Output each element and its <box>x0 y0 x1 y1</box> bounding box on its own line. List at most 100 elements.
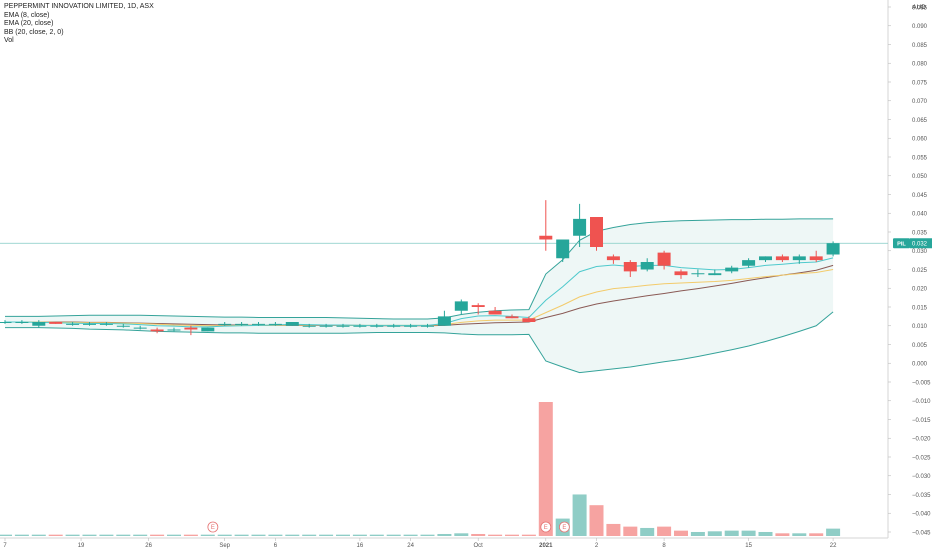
volume-bar <box>403 534 418 536</box>
volume-bar <box>724 530 739 536</box>
candle-body <box>150 329 164 332</box>
candle-body <box>775 256 789 261</box>
candle-body <box>623 262 637 272</box>
candle-body <box>218 323 232 325</box>
y-tick-label: 0.085 <box>912 43 928 49</box>
candle-body <box>235 323 249 325</box>
x-tick-label: 19 <box>78 543 85 549</box>
candle-body <box>471 305 485 307</box>
candle-body <box>252 323 265 325</box>
candle-body <box>708 273 722 276</box>
x-tick-label: 2021 <box>539 543 553 549</box>
volume-bar <box>82 534 97 536</box>
y-tick-label: −0.005 <box>912 380 931 386</box>
x-tick-label: 2 <box>595 543 599 549</box>
x-tick-label: 24 <box>407 543 414 549</box>
volume-bar <box>336 534 350 536</box>
bb-lower-line <box>5 311 834 374</box>
volume-bar <box>420 534 435 536</box>
y-tick-label: −0.045 <box>912 530 931 536</box>
candle-body <box>674 271 688 276</box>
symbol-label: PIL <box>897 242 906 248</box>
volume-bar <box>369 534 384 536</box>
y-tick-label: 0.035 <box>912 230 928 236</box>
candle-body <box>742 260 756 266</box>
candle-body <box>809 256 823 261</box>
volume-bar <box>386 534 401 536</box>
volume-bar <box>31 534 46 536</box>
chart-title: PEPPERMINT INNOVATION LIMITED, 1D, ASX <box>4 3 154 10</box>
volume-bar <box>133 534 148 536</box>
candle-body <box>657 252 671 266</box>
volume-bar <box>200 534 215 536</box>
volume-bar <box>150 534 165 536</box>
candle-body <box>167 329 181 331</box>
y-tick-label: −0.035 <box>912 493 931 499</box>
candle-body <box>826 243 840 255</box>
candle-body <box>522 318 536 322</box>
x-tick-label: Oct <box>474 543 484 549</box>
candle-body <box>49 322 63 324</box>
volume-bar <box>657 526 672 536</box>
candle-body <box>0 322 12 323</box>
bb-fill <box>5 218 834 373</box>
bb-upper-line <box>5 218 834 320</box>
candle-body <box>370 325 384 327</box>
x-tick-label: 8 <box>662 543 666 549</box>
candle-body <box>488 310 502 315</box>
y-tick-label: −0.015 <box>912 418 931 424</box>
indicator-bb: BB (20, close, 2, 0) <box>4 28 64 36</box>
candle-body <box>691 273 705 275</box>
volume-bar <box>521 534 536 536</box>
candle-body <box>353 325 367 327</box>
x-tick-label: 15 <box>745 543 752 549</box>
candle-body <box>184 327 198 330</box>
earnings-marker <box>207 521 219 533</box>
candle-body <box>792 256 806 261</box>
volume-bar <box>674 530 688 536</box>
volume-bar <box>302 534 317 536</box>
candle-body <box>539 235 553 240</box>
volume-bar <box>234 534 249 536</box>
legend: PEPPERMINT INNOVATION LIMITED, 1D, ASX E… <box>4 3 154 46</box>
candle-body <box>573 218 587 236</box>
volume-bar <box>538 402 553 536</box>
y-tick-label: 0.080 <box>912 62 928 68</box>
candle-body <box>404 325 418 327</box>
y-tick-label: 0.020 <box>912 287 928 293</box>
x-tick-label: 6 <box>274 543 278 549</box>
y-tick-label: 0.010 <box>912 324 928 330</box>
volume-bar <box>640 527 655 536</box>
volume-bar <box>809 533 824 536</box>
candle-body <box>201 327 215 332</box>
y-tick-label: 0.050 <box>912 174 928 180</box>
candle-body <box>505 316 519 319</box>
candle-body <box>285 322 299 326</box>
last-price-label: 0.032 <box>912 242 928 248</box>
y-tick-label: −0.020 <box>912 437 931 443</box>
y-tick-label: 0.005 <box>912 343 928 349</box>
volume-bar <box>758 531 773 536</box>
y-tick-label: 0.060 <box>912 137 928 143</box>
candle-body <box>133 327 147 329</box>
volume-bar <box>437 533 452 536</box>
volume-bar <box>488 534 503 536</box>
volume-bar <box>572 494 587 536</box>
volume-bar <box>775 533 790 536</box>
earnings-marker <box>540 521 552 533</box>
y-tick-label: 0.015 <box>912 305 928 311</box>
candle-body <box>319 325 333 327</box>
indicator-ema20: EMA (20, close) <box>4 20 54 27</box>
volume-bar <box>690 531 705 536</box>
y-tick-label: −0.025 <box>912 455 931 461</box>
y-tick-label: 0.025 <box>912 268 928 274</box>
y-tick-label: −0.010 <box>912 399 931 405</box>
volume-bar <box>471 533 486 536</box>
volume-bar <box>99 534 114 536</box>
volume-bar <box>826 528 841 536</box>
volume-bar <box>116 534 131 536</box>
volume-bar <box>623 526 638 536</box>
y-tick-label: 0.070 <box>912 99 928 105</box>
volume-bar <box>65 534 80 536</box>
